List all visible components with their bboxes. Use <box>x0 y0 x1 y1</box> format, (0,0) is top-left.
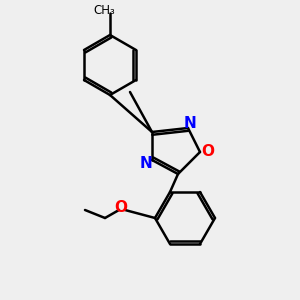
Text: N: N <box>184 116 196 130</box>
Text: N: N <box>140 155 152 170</box>
Text: CH₃: CH₃ <box>93 4 115 17</box>
Text: O: O <box>202 145 214 160</box>
Text: O: O <box>115 200 128 214</box>
